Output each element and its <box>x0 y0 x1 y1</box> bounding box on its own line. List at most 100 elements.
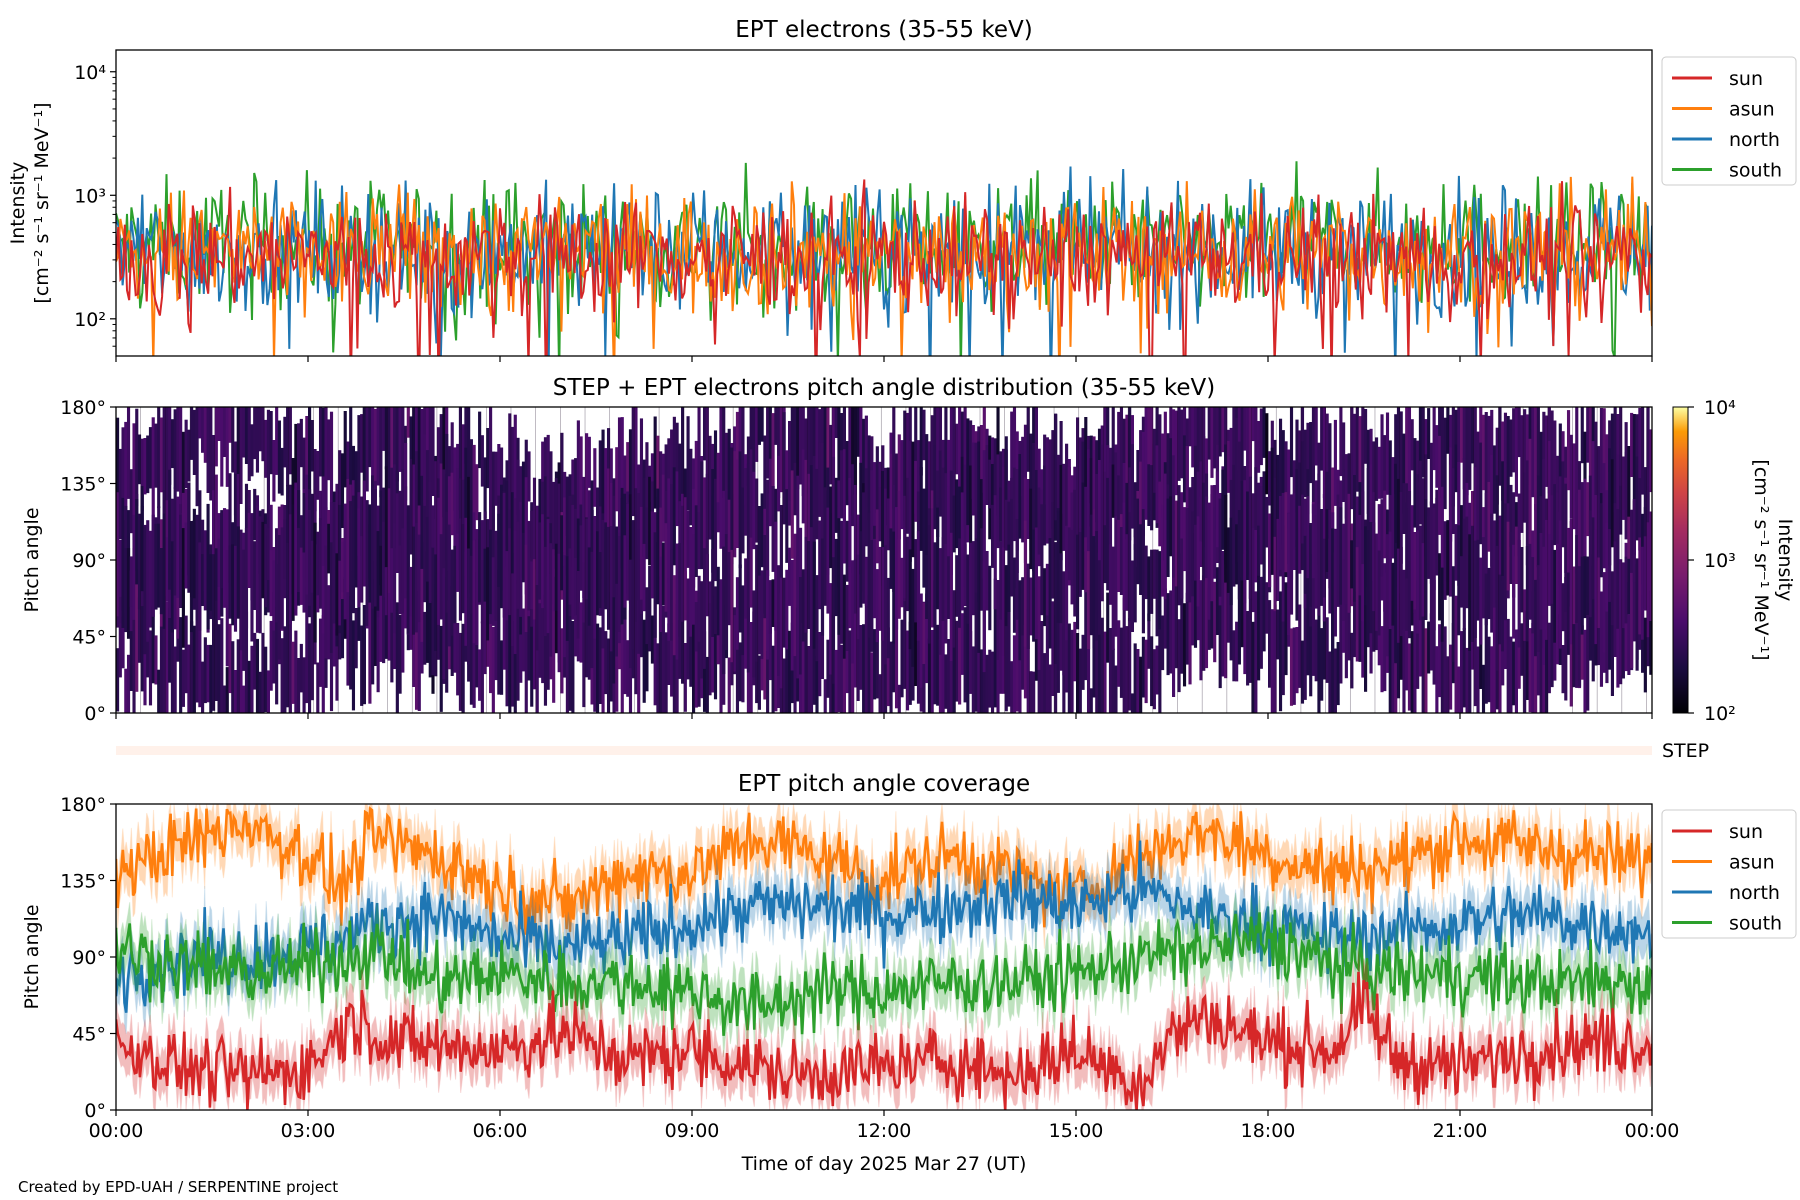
pad-cell <box>1004 612 1008 712</box>
pad-cell <box>1462 518 1466 630</box>
pad-cell <box>1561 583 1565 632</box>
pad-cell <box>596 487 600 541</box>
pad-cell <box>247 512 251 588</box>
pad-cell <box>659 507 663 577</box>
pad-cell <box>310 540 314 593</box>
pad-cell <box>820 538 825 636</box>
pad-cell <box>162 407 166 514</box>
pad-cell <box>305 416 309 498</box>
pad-cell <box>159 626 164 713</box>
pad-cell <box>321 615 325 713</box>
pad-cell <box>919 593 923 688</box>
pad-cell <box>1026 608 1030 713</box>
pad-cell <box>705 473 709 590</box>
pad-cell <box>990 651 995 713</box>
pad-cell <box>829 583 833 675</box>
pad-cell <box>349 501 353 606</box>
pad-cell <box>574 590 578 657</box>
pad-cell <box>1284 492 1288 573</box>
pad-cell <box>283 626 287 713</box>
pad-cell <box>308 407 312 499</box>
pad-cell <box>576 571 580 639</box>
pad-cell <box>1026 563 1030 649</box>
pad-cell <box>1314 619 1318 682</box>
pad-cell <box>645 587 649 645</box>
pad-cell <box>741 407 745 495</box>
pad-cell <box>1226 568 1230 643</box>
x-tick-label: 21:00 <box>1433 1120 1488 1142</box>
pad-cell <box>845 584 849 651</box>
pad-cell <box>744 616 748 669</box>
pad-cell <box>969 542 973 651</box>
pad-cell <box>867 512 871 638</box>
pad-cell <box>746 463 750 582</box>
pad-cell <box>606 428 611 495</box>
pad-cell <box>845 520 849 582</box>
pad-cell <box>993 495 997 610</box>
pad-cell <box>1413 609 1417 713</box>
pad-cell <box>615 526 619 633</box>
pad-cell <box>510 593 515 707</box>
pad-cell <box>1454 444 1458 493</box>
pad-cell <box>1539 533 1543 630</box>
pad-cell <box>1435 425 1439 488</box>
pad-cell <box>697 512 701 570</box>
pad-cell <box>1114 452 1118 552</box>
pad-cell <box>672 467 676 566</box>
pad-cell <box>1309 422 1313 484</box>
pad-cell <box>181 431 185 513</box>
pad-cell <box>1342 559 1346 621</box>
pad-cell <box>1558 520 1562 649</box>
pad-cell <box>859 531 863 608</box>
pad-cell <box>700 581 704 679</box>
pad-cell <box>689 623 693 687</box>
pad-cell <box>242 549 246 671</box>
pad-cell <box>1542 411 1546 502</box>
pad-cell <box>1097 560 1102 635</box>
pad-cell <box>1065 637 1069 693</box>
pad-cell <box>1226 440 1230 493</box>
pad-cell <box>510 573 515 646</box>
pad-cell <box>576 518 580 615</box>
pad-cell <box>711 549 715 637</box>
pad-cell <box>124 668 128 713</box>
pad-cell <box>1257 421 1261 473</box>
pad-cell <box>834 538 838 617</box>
pad-cell <box>379 545 383 596</box>
pad-ylabel: Pitch angle <box>21 507 43 612</box>
pad-cell <box>1509 636 1513 713</box>
pad-cell <box>1331 467 1335 556</box>
pad-cell <box>768 580 772 634</box>
pad-cell <box>708 603 712 696</box>
pad-cell <box>203 407 207 463</box>
pad-cell <box>623 535 627 608</box>
pad-cell <box>1295 627 1299 694</box>
pad-cell <box>343 503 347 620</box>
pad-cell <box>974 442 978 545</box>
pad-cell <box>291 641 295 704</box>
pad-cell <box>1281 492 1285 622</box>
pad-cell <box>543 594 548 706</box>
pad-cell <box>401 407 405 507</box>
pad-cell <box>1553 549 1557 643</box>
pad-cell <box>886 498 890 551</box>
pad-cell <box>513 621 517 713</box>
pad-cell <box>423 434 427 543</box>
intensity-y-tick-label: 10² <box>74 309 106 331</box>
pad-cell <box>886 627 890 707</box>
pad-cell <box>735 411 740 504</box>
pad-cell <box>554 576 558 654</box>
pad-cell <box>379 490 383 552</box>
pad-cell <box>812 456 816 577</box>
pad-cell <box>634 407 638 489</box>
pad-cell <box>524 610 528 713</box>
pad-cell <box>746 647 750 713</box>
pad-cell <box>209 644 213 713</box>
pad-cell <box>1199 407 1203 497</box>
pad-cell <box>563 497 567 567</box>
pad-cell <box>790 407 794 472</box>
pad-cell <box>1034 527 1038 640</box>
pad-cell <box>659 451 663 519</box>
pad-cell <box>1369 428 1373 484</box>
pad-cell <box>598 440 602 554</box>
